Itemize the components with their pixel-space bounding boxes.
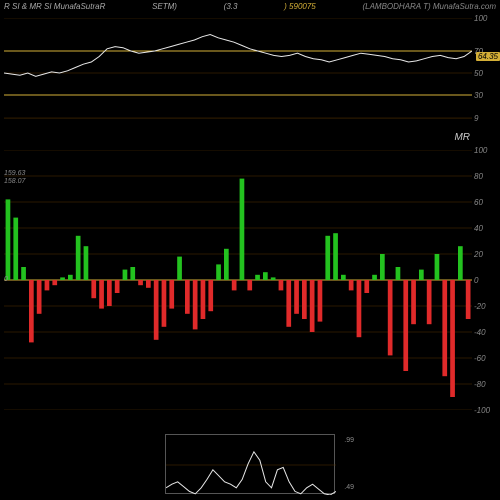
- bar-tick: -100: [474, 406, 490, 415]
- header-ticker: ) 590075: [284, 2, 316, 13]
- bar-tick: -20: [474, 302, 486, 311]
- wave-bot-label: .49: [344, 484, 354, 491]
- bar-tick: 40: [474, 224, 483, 233]
- rsi-axis: 930507010064.35: [474, 18, 500, 128]
- chart-header: R SI & MR SI MunafaSutraR SETM) (3.3 ) 5…: [0, 0, 500, 15]
- mr-bar-chart: [4, 150, 472, 410]
- bar-left-label-next: 158.07: [4, 178, 25, 185]
- mr-label: MR: [454, 132, 470, 143]
- wave-top-label: .99: [344, 437, 354, 444]
- header-right: (LAMBODHARA T) MunafaSutra.com: [362, 2, 496, 13]
- rsi-tick: 100: [474, 14, 487, 23]
- bar-left-label-top: 159.63: [4, 170, 25, 177]
- rsi-tick: 9: [474, 114, 478, 123]
- header-mid1: SETM): [152, 2, 177, 13]
- header-left: R SI & MR SI MunafaSutraR: [4, 2, 105, 13]
- header-mid2: (3.3: [224, 2, 238, 13]
- rsi-tick: 30: [474, 91, 483, 100]
- wave-chart: [166, 435, 336, 495]
- bar-tick: -60: [474, 354, 486, 363]
- rsi-chart: [4, 18, 472, 128]
- bar-tick: 100: [474, 146, 487, 155]
- bar-tick: 60: [474, 198, 483, 207]
- bar-tick: 20: [474, 250, 483, 259]
- bar-axis: -100-80-60-40-20020406080100: [474, 150, 500, 410]
- bar-tick: -80: [474, 380, 486, 389]
- rsi-tick: 50: [474, 69, 483, 78]
- lower-wave-panel: .99 .49: [165, 434, 335, 494]
- bar-tick: -40: [474, 328, 486, 337]
- bar-tick: 80: [474, 172, 483, 181]
- rsi-current-value: 64.35: [476, 52, 500, 61]
- bar-left-zero: 0: [4, 276, 8, 283]
- bar-tick: 0: [474, 276, 478, 285]
